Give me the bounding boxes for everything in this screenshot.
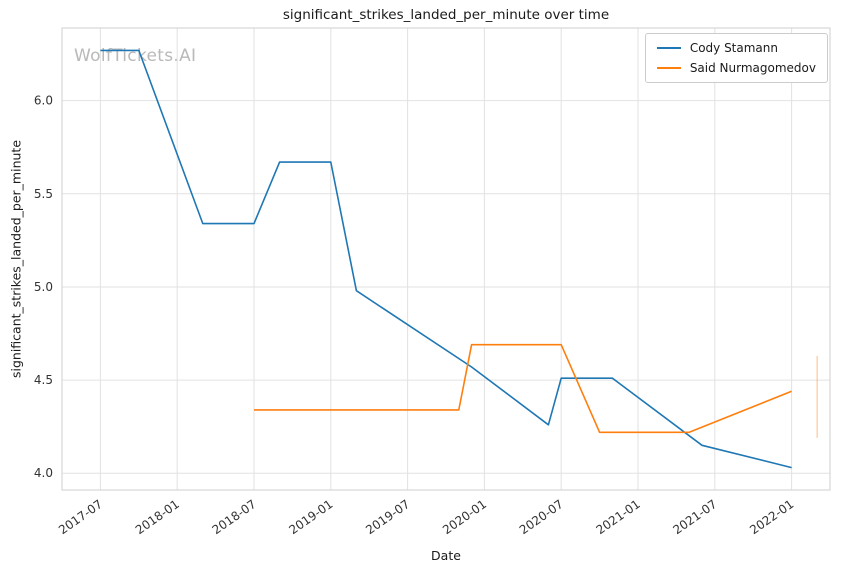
series-line-cody-stamann [100, 49, 792, 469]
chart-title: significant_strikes_landed_per_minute ov… [282, 7, 610, 23]
y-tick-label: 4.5 [34, 373, 53, 387]
legend-line-swatch [656, 47, 681, 49]
legend: Cody Stamann Said Nurmagomedov [644, 33, 828, 83]
x-tick-label: 2019-07 [363, 497, 412, 537]
legend-item: Cody Stamann [656, 41, 816, 55]
x-tick-label: 2020-07 [517, 497, 566, 537]
plot-border [61, 27, 831, 491]
x-tick-label: 2020-01 [440, 497, 489, 537]
x-tick-label: 2019-01 [286, 497, 335, 537]
x-tick-label: 2022-01 [747, 497, 796, 537]
x-tick-label: 2021-07 [670, 497, 719, 537]
y-tick-label: 6.0 [34, 94, 53, 108]
x-tick-label: 2021-01 [594, 497, 643, 537]
x-tick-label: 2018-01 [133, 497, 182, 537]
legend-item: Said Nurmagomedov [656, 61, 816, 75]
y-tick-label: 5.5 [34, 187, 53, 201]
y-tick-label: 4.0 [34, 466, 53, 480]
x-tick-label: 2018-07 [210, 497, 259, 537]
x-axis-label: Date [431, 548, 461, 563]
legend-label: Said Nurmagomedov [689, 61, 816, 75]
x-tick-label: 2017-07 [56, 497, 105, 537]
legend-label: Cody Stamann [689, 41, 778, 55]
legend-line-swatch [656, 67, 681, 69]
series-line-said-nurmagomedov [254, 343, 792, 434]
y-tick-label: 5.0 [34, 280, 53, 294]
